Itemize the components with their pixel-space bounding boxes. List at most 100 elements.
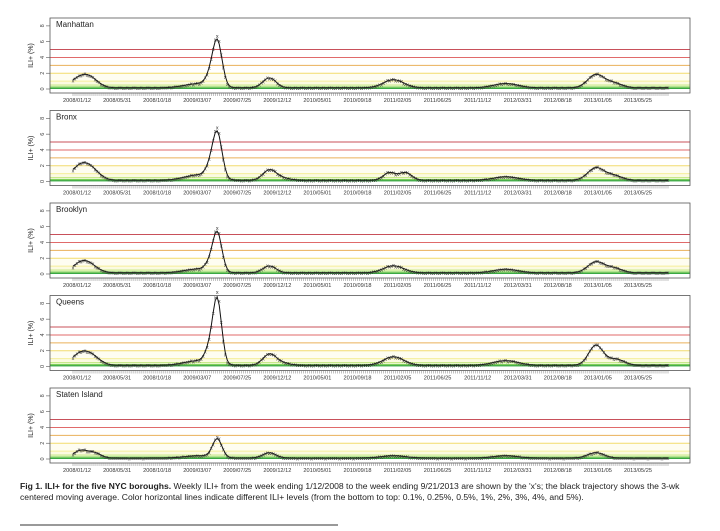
data-point-x: x bbox=[218, 231, 221, 237]
data-point-x: x bbox=[254, 85, 257, 91]
data-point-x: x bbox=[611, 79, 614, 85]
data-point-x: x bbox=[226, 454, 229, 460]
data-point-x: x bbox=[360, 456, 363, 462]
data-point-x: x bbox=[368, 456, 371, 462]
data-point-x: x bbox=[645, 178, 648, 184]
data-point-x: x bbox=[651, 271, 654, 277]
data-point-x: x bbox=[316, 86, 319, 92]
data-point-x: x bbox=[574, 270, 577, 276]
data-point-x: x bbox=[384, 265, 387, 271]
data-point-x: x bbox=[588, 349, 591, 355]
data-point-x: x bbox=[609, 79, 612, 85]
data-point-x: x bbox=[570, 271, 573, 277]
y-tick-label: 4 bbox=[40, 241, 46, 244]
data-point-x: x bbox=[605, 454, 608, 460]
x-tick-label: 2011/11/12 bbox=[464, 98, 491, 104]
data-point-x: x bbox=[230, 178, 233, 184]
data-point-x: x bbox=[232, 178, 235, 184]
x-tick-label: 2008/01/12 bbox=[63, 376, 91, 382]
data-point-x: x bbox=[334, 86, 337, 92]
data-point-x: x bbox=[296, 178, 299, 184]
data-point-x: x bbox=[601, 74, 604, 80]
data-point-x: x bbox=[354, 363, 357, 369]
data-point-x: x bbox=[156, 86, 159, 92]
data-point-x: x bbox=[548, 364, 551, 370]
data-point-x: x bbox=[392, 170, 395, 176]
data-point-x: x bbox=[204, 453, 207, 459]
data-point-x: x bbox=[440, 86, 443, 92]
data-point-x: x bbox=[222, 66, 225, 72]
data-point-x: x bbox=[314, 86, 317, 92]
data-point-x: x bbox=[522, 177, 525, 183]
data-point-x: x bbox=[256, 177, 259, 183]
data-point-x: x bbox=[296, 456, 299, 462]
data-point-x: x bbox=[114, 271, 117, 277]
data-point-x: x bbox=[188, 268, 191, 274]
data-point-x: x bbox=[276, 268, 279, 274]
data-point-x: x bbox=[496, 454, 499, 460]
x-tick-label: 2009/12/12 bbox=[263, 191, 291, 197]
data-point-x: x bbox=[552, 178, 555, 184]
data-point-x: x bbox=[354, 178, 357, 184]
data-point-x: x bbox=[544, 456, 547, 462]
data-point-x: x bbox=[236, 456, 239, 462]
data-point-x: x bbox=[532, 363, 535, 369]
data-point-x: x bbox=[160, 363, 163, 369]
data-point-x: x bbox=[406, 360, 409, 366]
data-point-x: x bbox=[588, 451, 591, 457]
data-point-x: x bbox=[202, 170, 205, 176]
data-point-x: x bbox=[404, 455, 407, 461]
data-point-x: x bbox=[88, 449, 91, 455]
data-point-x: x bbox=[210, 446, 213, 452]
data-point-x: x bbox=[550, 178, 553, 184]
data-point-x: x bbox=[164, 271, 167, 277]
data-point-x: x bbox=[472, 363, 475, 369]
data-point-x: x bbox=[396, 78, 399, 84]
data-point-x: x bbox=[320, 178, 323, 184]
data-point-x: x bbox=[246, 86, 249, 92]
data-point-x: x bbox=[502, 454, 505, 460]
data-point-x: x bbox=[368, 85, 371, 91]
data-point-x: x bbox=[657, 271, 660, 277]
data-point-x: x bbox=[140, 86, 143, 92]
data-point-x: x bbox=[338, 271, 341, 277]
data-point-x: x bbox=[256, 455, 259, 461]
data-point-x: x bbox=[404, 170, 407, 176]
data-point-x: x bbox=[310, 456, 313, 462]
data-point-x: x bbox=[390, 454, 393, 460]
data-point-x: x bbox=[546, 456, 549, 462]
data-point-x: x bbox=[643, 178, 646, 184]
data-point-x: x bbox=[590, 168, 593, 174]
data-point-x: x bbox=[130, 363, 133, 369]
data-point-x: x bbox=[402, 267, 405, 273]
data-point-x: x bbox=[238, 86, 241, 92]
data-point-x: x bbox=[244, 178, 247, 184]
data-point-x: x bbox=[250, 86, 253, 92]
data-point-x: x bbox=[80, 448, 83, 454]
data-point-x: x bbox=[128, 271, 131, 277]
data-point-x: x bbox=[428, 86, 431, 92]
data-point-x: x bbox=[262, 267, 265, 273]
data-point-x: x bbox=[126, 363, 129, 369]
data-point-x: x bbox=[302, 363, 305, 369]
data-point-x: x bbox=[322, 271, 325, 277]
data-point-x: x bbox=[126, 86, 129, 92]
data-point-x: x bbox=[328, 271, 331, 277]
data-point-x: x bbox=[663, 86, 666, 92]
data-point-x: x bbox=[378, 455, 381, 461]
x-tick-label: 2011/06/25 bbox=[424, 376, 452, 382]
data-point-x: x bbox=[280, 455, 283, 461]
data-point-x: x bbox=[270, 264, 273, 270]
data-point-x: x bbox=[260, 173, 263, 179]
data-point-x: x bbox=[106, 176, 109, 182]
data-point-x: x bbox=[328, 86, 331, 92]
data-point-x: x bbox=[462, 363, 465, 369]
data-point-x: x bbox=[422, 456, 425, 462]
data-point-x: x bbox=[647, 364, 650, 370]
data-point-x: x bbox=[661, 271, 664, 277]
data-point-x: x bbox=[162, 85, 165, 91]
data-point-x: x bbox=[506, 359, 509, 365]
data-point-x: x bbox=[304, 86, 307, 92]
data-point-x: x bbox=[218, 131, 221, 137]
